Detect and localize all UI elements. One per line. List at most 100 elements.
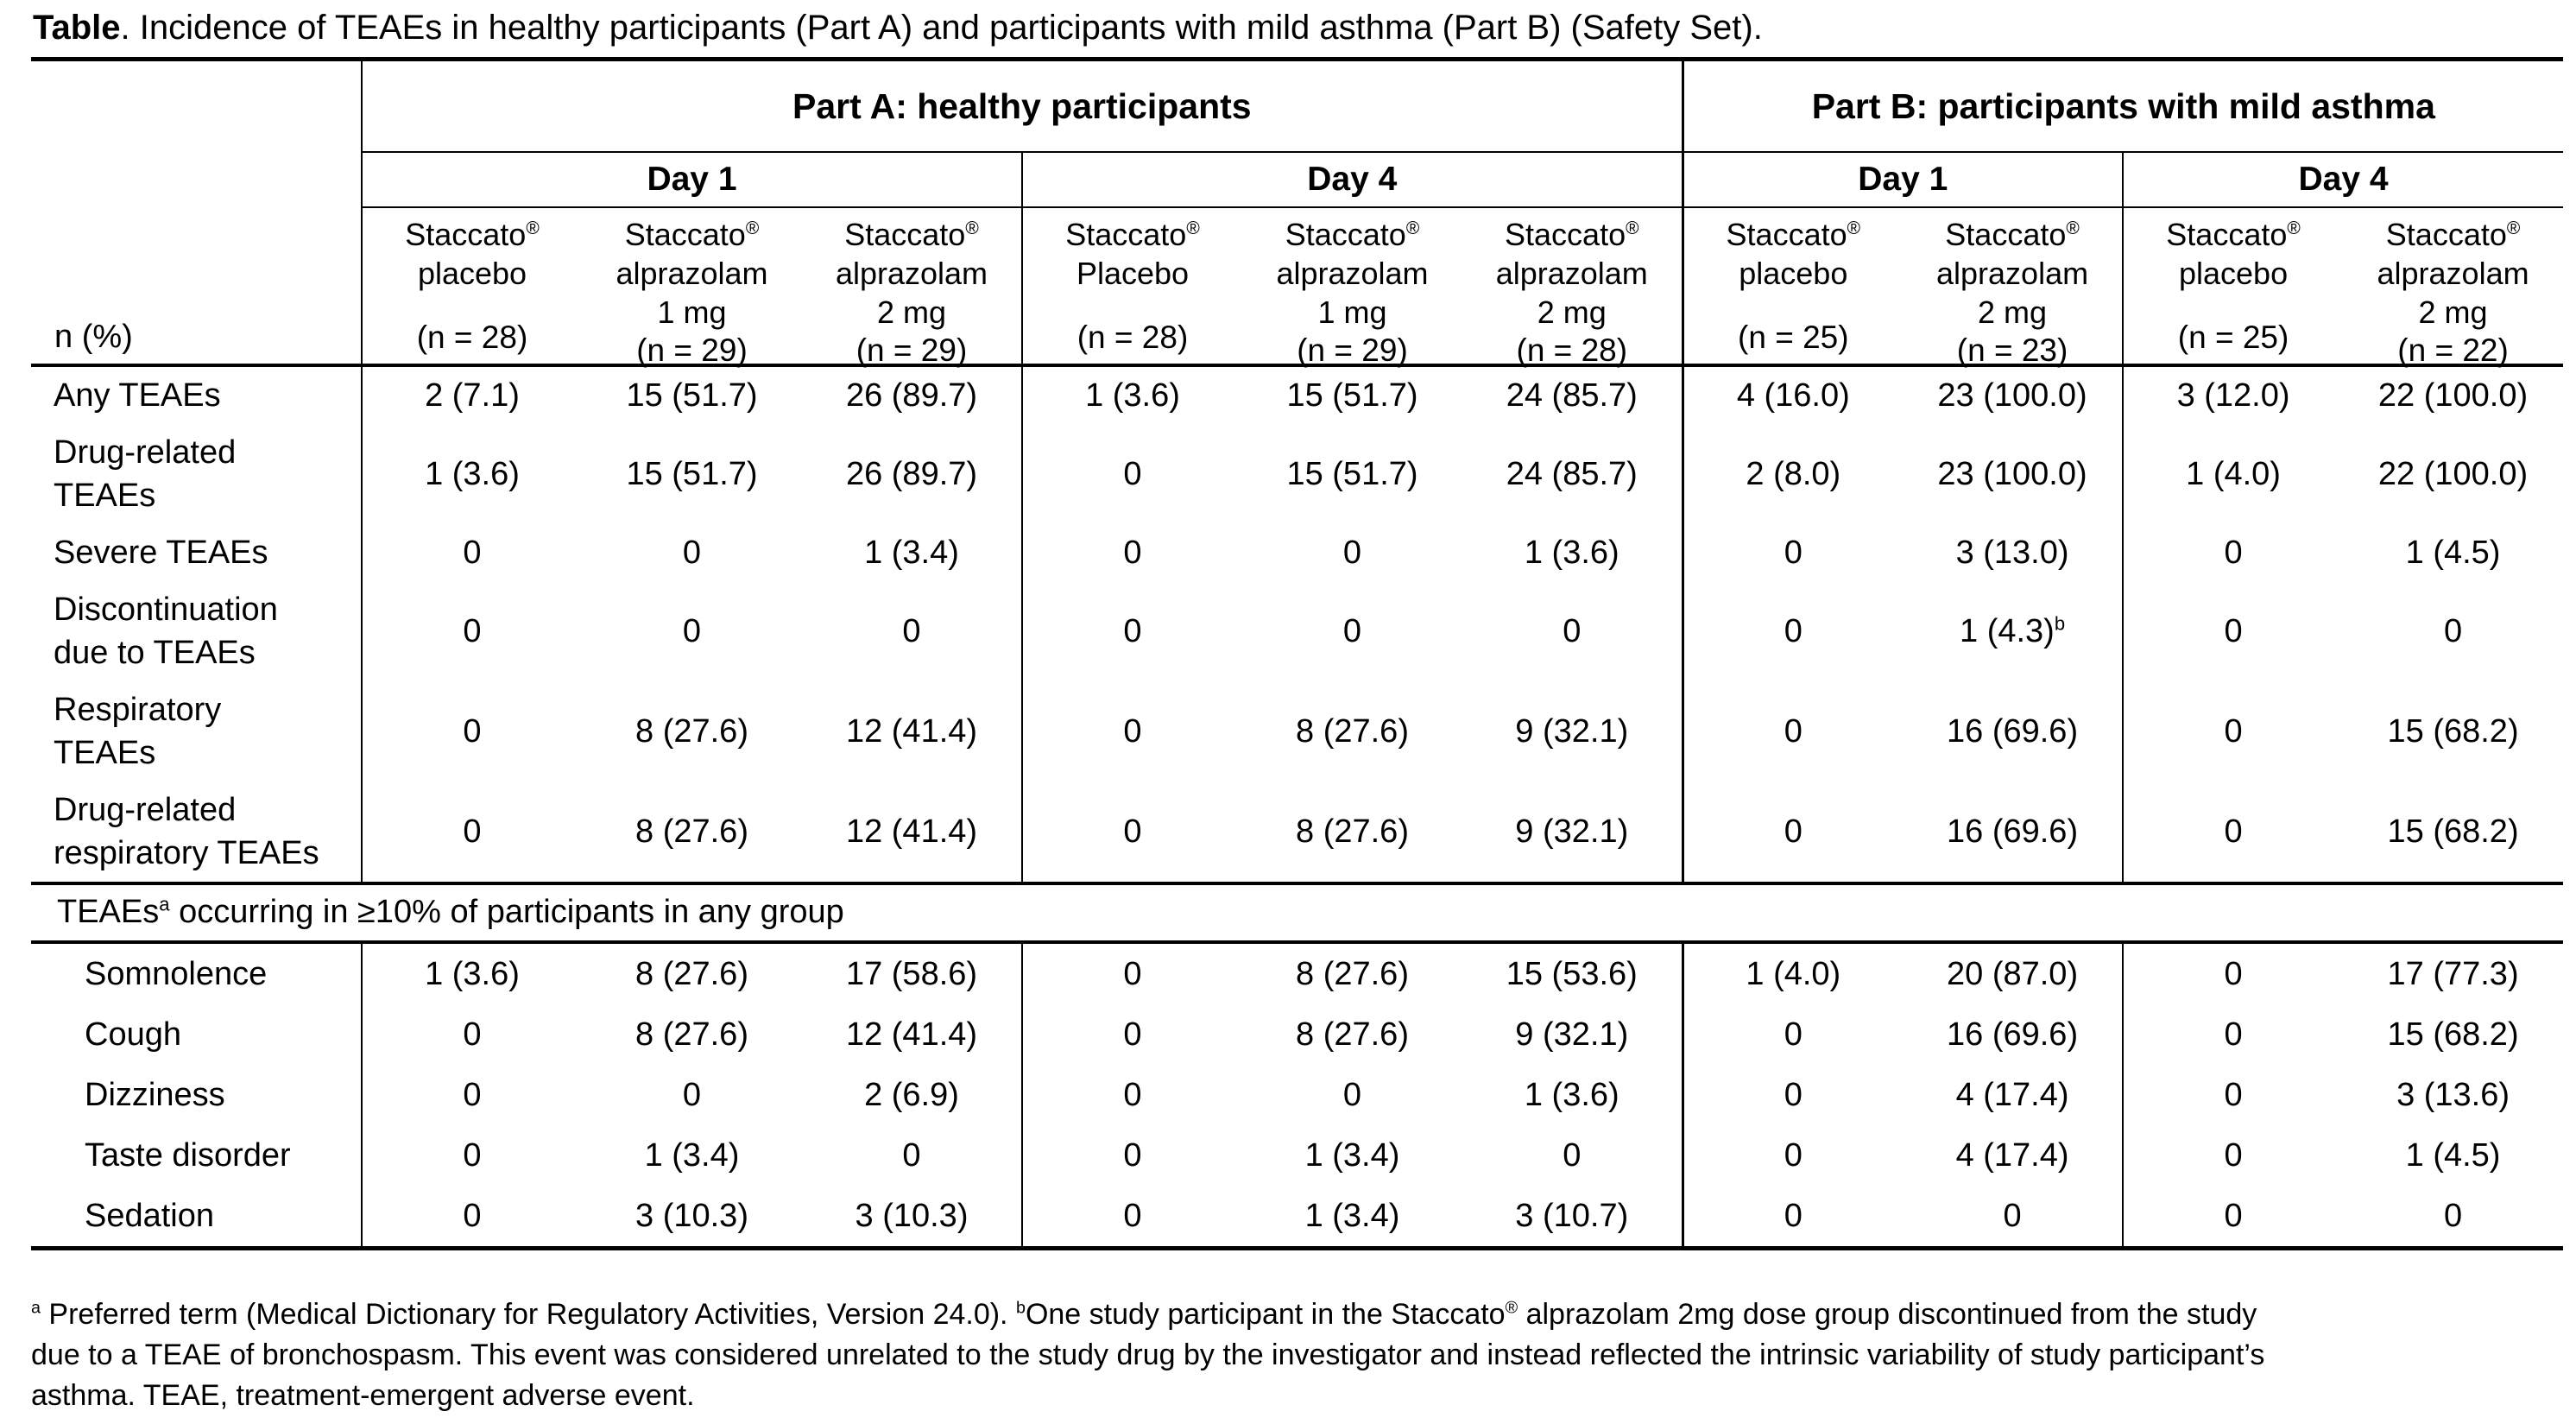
data-cell: 17 (77.3) (2387, 956, 2519, 992)
data-cell: 1 (3.6) (1524, 1077, 1619, 1113)
row-label: Sedation (31, 1186, 362, 1250)
data-cell: 4 (17.4) (1955, 1137, 2069, 1174)
data-cell: 1 (4.5) (2405, 535, 2501, 571)
data-cell: 1 (4.0) (2122, 424, 2344, 524)
column-header-row: Staccato® placebo (n = 28) Staccato® alprazo… (31, 207, 2564, 368)
treatment-name: Staccato® Placebo (1065, 217, 1200, 291)
table-row: Taste disorder 0 1 (3.4) 0 0 1 (3.4) 0 0 4 (17.4… (31, 1125, 2563, 1186)
data-cell: 16 (69.6) (1903, 782, 2124, 885)
row-label: Discontinuation due to TEAEs (54, 592, 278, 671)
data-cell: 0 (902, 1137, 921, 1174)
row-label: Somnolence (85, 956, 268, 992)
row-label: Drug-related respiratory TEAEs (31, 782, 362, 885)
data-cell: 16 (69.6) (1947, 1016, 2079, 1053)
column-header: Staccato® placebo (n = 25) (2122, 207, 2344, 367)
data-cell: 0 (682, 613, 702, 649)
data-cell: 8 (27.6) (582, 782, 802, 885)
data-cell: 3 (13.6) (2396, 1077, 2510, 1113)
column-header: Staccato® Placebo (n = 28) (1021, 207, 1242, 367)
data-cell: 23 (100.0) (1937, 377, 2087, 414)
column-header: Staccato® alprazolam 2 mg (n = 28) (1462, 207, 1683, 368)
day-header: Day 4 (1020, 152, 1683, 208)
data-cell: 17 (58.6) (845, 956, 978, 992)
column-header: Staccato® alprazolam 2 mg (n = 23) (1903, 207, 2124, 368)
title-label: Table (33, 9, 121, 47)
data-cell: 1 (3.6) (1021, 365, 1242, 424)
data-cell: 0 (1021, 581, 1242, 681)
data-cell: 0 (361, 1186, 582, 1250)
sample-size-label: (n = 29) (636, 332, 748, 368)
data-cell: 1 (3.4) (864, 535, 959, 571)
footnote-line: asthma. TEAE, treatment-emergent adverse… (31, 1379, 695, 1412)
row-label: Taste disorder (85, 1137, 291, 1174)
part-a-header: Part A: healthy participants (360, 59, 1683, 153)
column-header: Staccato® placebo (n = 28) (361, 207, 582, 367)
data-cell: 24 (85.7) (1506, 377, 1638, 414)
day-header-row: Day 1 Day 4 Day 1 Day 4 (31, 152, 2564, 208)
row-label: Dizziness (85, 1077, 225, 1113)
data-cell: 15 (68.2) (2387, 1016, 2519, 1053)
table-row: Drug-related TEAEs 1 (3.6) 15 (51.7) 26 (89… (31, 424, 2563, 524)
data-cell: 0 (1342, 613, 1362, 649)
row-label: Severe TEAEs (54, 535, 268, 571)
data-cell: 0 (1021, 942, 1242, 1004)
data-cell: 0 (902, 613, 921, 649)
data-cell: 0 (2122, 1065, 2344, 1125)
data-cell: 9 (32.1) (1515, 713, 1629, 750)
treatment-name: Staccato® alprazolam 2 mg (1936, 217, 2089, 330)
data-cell: 1 (4.5) (2405, 1137, 2501, 1174)
footnote-line: due to a TEAE of bronchospasm. This even… (31, 1339, 2265, 1371)
data-cell: 1 (3.4) (644, 1137, 740, 1174)
data-cell: 0 (1021, 1065, 1242, 1125)
table-row: Discontinuation due to TEAEs 0 0 0 0 0 0 0 1 (4.… (31, 581, 2563, 681)
data-cell: 3 (13.0) (1955, 535, 2069, 571)
data-cell: 15 (53.6) (1506, 956, 1638, 992)
treatment-name: Staccato® alprazolam 2 mg (835, 217, 988, 330)
data-cell: 0 (2443, 613, 2463, 649)
sample-size-label: (n = 29) (1297, 332, 1408, 368)
data-cell: 23 (100.0) (1937, 456, 2087, 492)
data-cell: 0 (682, 1077, 702, 1113)
data-cell: 4 (16.0) (1681, 365, 1904, 424)
sample-size-label: (n = 23) (1956, 332, 2068, 368)
data-cell: 0 (2122, 1125, 2344, 1186)
table-row: Any TEAEs 2 (7.1) 15 (51.7) 26 (89.7) 1 (3.6… (31, 365, 2563, 424)
data-cell: 1 (3.4) (1304, 1137, 1400, 1174)
data-cell: 15 (51.7) (1286, 456, 1418, 492)
data-cell: 20 (87.0) (1947, 956, 2079, 992)
column-header: Staccato® alprazolam 2 mg (n = 29) (802, 207, 1022, 368)
data-cell: 0 (1342, 535, 1362, 571)
data-cell: 2 (8.0) (1681, 424, 1904, 524)
data-cell: 0 (2122, 524, 2344, 581)
data-cell: 2 (6.9) (864, 1077, 959, 1113)
data-cell: 8 (27.6) (635, 1016, 748, 1053)
data-cell: 3 (10.3) (802, 1186, 1022, 1250)
table-row: Sedation 0 3 (10.3) 3 (10.3) 0 1 (3.4) 3 (10.7… (31, 1186, 2564, 1250)
data-cell: 0 (2122, 581, 2344, 681)
data-cell: 0 (1563, 613, 1582, 649)
data-cell: 8 (27.6) (1296, 1016, 1409, 1053)
treatment-name: Staccato® alprazolam 1 mg (1276, 217, 1429, 330)
data-cell: 0 (1021, 1125, 1242, 1186)
data-cell: 26 (89.7) (845, 377, 978, 414)
data-cell: 8 (27.6) (1242, 782, 1462, 885)
data-cell: 0 (361, 524, 582, 581)
column-header: Staccato® alprazolam 1 mg (n = 29) (1242, 207, 1462, 368)
data-cell: 22 (100.0) (2377, 456, 2529, 492)
column-header: Staccato® alprazolam 2 mg (n = 22) (2343, 207, 2564, 368)
sample-size-label: (n = 22) (2397, 332, 2509, 368)
data-cell: 15 (68.2) (2343, 782, 2564, 885)
data-cell: 0 (1681, 1004, 1904, 1065)
table-row: Dizziness 0 0 2 (6.9) 0 0 1 (3.6) 0 4 (17.4) 0 3 (… (31, 1065, 2563, 1125)
sample-size-label: (n = 28) (416, 320, 528, 355)
data-cell: 8 (27.6) (635, 956, 748, 992)
data-cell: 8 (27.6) (635, 713, 748, 750)
data-cell: 0 (2122, 681, 2344, 782)
table-row: Drug-related respiratory TEAEs 0 8 (27.6) 1… (31, 782, 2564, 885)
data-cell: 0 (1681, 1125, 1904, 1186)
treatment-name: Staccato® alprazolam 1 mg (616, 217, 768, 330)
title-text: . Incidence of TEAEs in healthy particip… (120, 9, 1763, 47)
data-cell: 8 (27.6) (1296, 713, 1409, 750)
data-cell: 0 (2122, 942, 2344, 1004)
